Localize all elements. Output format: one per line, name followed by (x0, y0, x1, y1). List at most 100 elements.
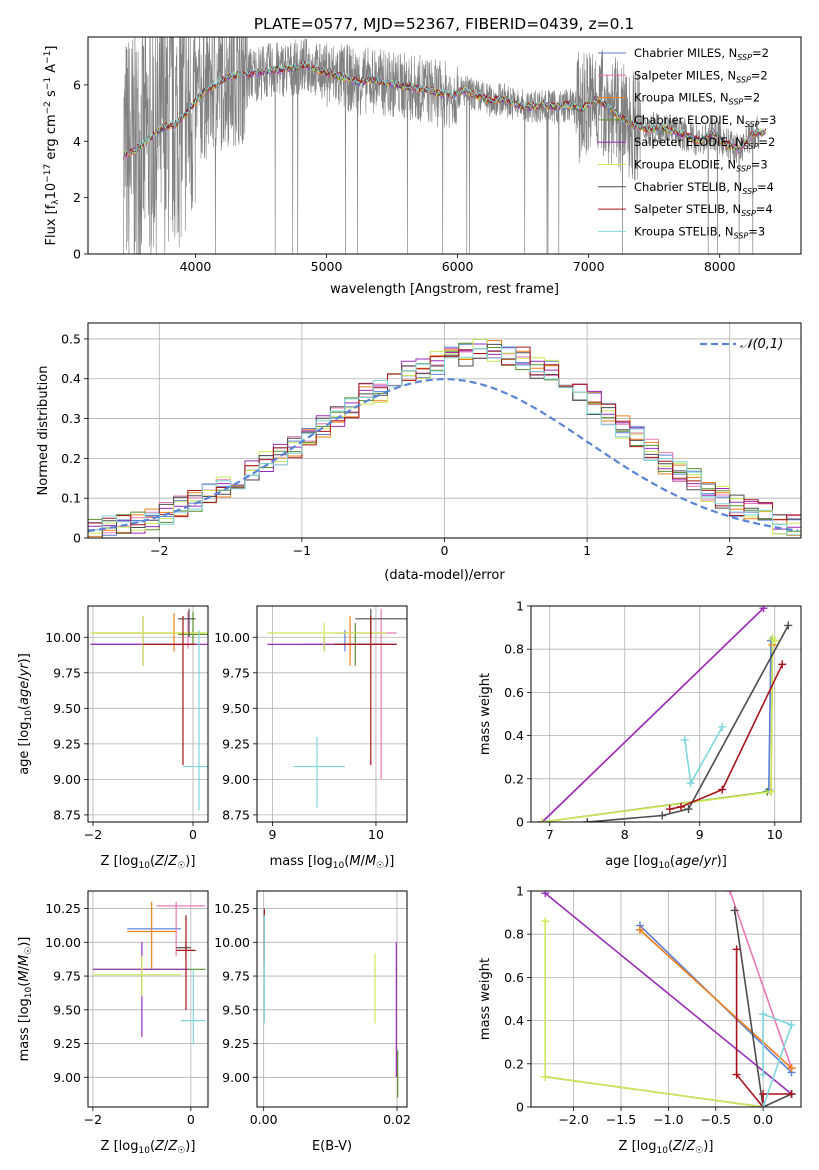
y-tick-label: 8.75 (53, 807, 81, 822)
label-part: ( (150, 854, 155, 869)
histogram-step-6 (88, 343, 801, 538)
y-tick-label: 10.00 (45, 935, 81, 950)
mass-weight-line-4 (541, 607, 765, 822)
label-part: s (44, 90, 59, 101)
y-tick-label: 0.2 (504, 1056, 524, 1071)
x-tick-label: 9 (696, 827, 704, 842)
plot-area (123, 37, 766, 254)
x-tick-label: −2 (84, 827, 102, 842)
axes-frame (87, 890, 209, 1108)
plot-area (90, 608, 208, 811)
axes-frame (256, 890, 408, 1108)
y-tick-label: 0 (73, 247, 81, 262)
legend-text: Salpeter MILES, N (634, 68, 736, 82)
legend-subscript: SSP (736, 165, 751, 174)
mass-weight-marker-6 (658, 811, 667, 820)
legend-entry: Chabrier ELODIE, NSSP=3 (634, 113, 776, 129)
mass-weight-marker-8 (686, 779, 695, 788)
y-tick-label: 9.25 (222, 736, 250, 751)
y-tick-label: 0.8 (504, 642, 524, 657)
y-tick-label: 9.00 (53, 1070, 81, 1085)
mass-weight-line-5 (542, 636, 776, 822)
x-tick-label: 6000 (442, 259, 474, 274)
legend-value: =2 (752, 46, 769, 60)
label-part: M (349, 854, 360, 869)
y-tick-label: 0.6 (504, 685, 524, 700)
label-part: age [log (605, 854, 658, 869)
plot-area (88, 338, 801, 538)
legend-subscript: SSP (742, 187, 757, 196)
label-part: A (44, 64, 59, 77)
y-tick-label: 9.25 (53, 1036, 81, 1051)
label-part: Z (167, 1139, 178, 1154)
x-tick-label: 8 (621, 827, 629, 842)
legend-value: =4 (757, 180, 774, 194)
mass-weight-marker-6 (684, 805, 693, 814)
label-part: 10 (656, 1146, 668, 1156)
mass-weight-line-6 (733, 910, 792, 1107)
label-part: mass [log (270, 854, 333, 869)
y-tick-label: 4 (73, 134, 81, 149)
label-part: Z [log (619, 1139, 657, 1154)
observed-spectrum-line (123, 37, 760, 254)
legend-value: =2 (751, 68, 768, 82)
y-tick-label: 0.4 (504, 728, 524, 743)
mass-weight-marker-5 (541, 1072, 550, 1081)
y-tick-label: 1 (516, 884, 524, 899)
x-tick-label: 1 (583, 543, 591, 558)
legend-entry: Kroupa MILES, NSSP=2 (634, 91, 760, 107)
y-tick-label: 0 (516, 1100, 524, 1115)
x-tick-label: 2 (726, 543, 734, 558)
mass-weight-marker-2 (787, 1064, 796, 1073)
label-part: Z [log (101, 1139, 139, 1154)
label-part: ☉ (177, 861, 185, 871)
x-tick-label: 7 (546, 827, 554, 842)
y-tick-label: 9.75 (53, 665, 81, 680)
x-tick-label: −1 (293, 543, 311, 558)
label-part: 10 (24, 986, 34, 998)
mass-weight-marker-7 (732, 945, 741, 954)
x-axis-label: E(B-V) (312, 1139, 352, 1154)
label-part: 10 (138, 1146, 150, 1156)
label-part: mass [log (17, 998, 32, 1061)
label-part: )] (717, 854, 727, 869)
x-tick-label: 9 (269, 827, 277, 842)
x-tick-label: −1.0 (653, 1112, 683, 1127)
label-part: ( (670, 854, 675, 869)
axes-frame (256, 605, 408, 823)
legend-text: Chabrier MILES, N (634, 46, 737, 60)
x-tick-label: −1.5 (606, 1112, 636, 1127)
legend-subscript: SSP (744, 142, 759, 151)
label-part: )] (384, 854, 394, 869)
y-tick-label: 9.25 (222, 1036, 250, 1051)
axes-frame (530, 605, 802, 823)
y-tick-label: 0.1 (61, 491, 81, 506)
x-tick-label: −2 (150, 543, 168, 558)
y-tick-label: 10.25 (45, 901, 81, 916)
y-axis-label: mass weight (478, 958, 493, 1040)
y-axis-label: mass [log10(M/M☉)] (17, 937, 34, 1062)
y-tick-label: 8.75 (222, 807, 250, 822)
residual-histogram-panel: −2 −1 0 1 2 0 0.1 0.2 0.3 0.4 0.5 𝒩(0,1) (data-model… (36, 322, 802, 583)
mass-weight-marker-1 (725, 891, 734, 895)
x-tick-label: −2 (84, 1112, 102, 1127)
y-axis-label: age [log10(age/yr)] (17, 653, 34, 775)
mass-weight-marker-8 (680, 735, 689, 744)
y-tick-label: 9.75 (222, 969, 250, 984)
legend-text: Kroupa MILES, N (634, 91, 729, 105)
mass-weight-marker-5 (541, 917, 550, 926)
x-tick-label: −2.0 (558, 1112, 588, 1127)
y-tick-label: 9.50 (222, 1002, 250, 1017)
label-part: ( (17, 705, 32, 710)
y-axis-label: Normed distribution (36, 366, 51, 496)
label-part: / (699, 854, 704, 869)
label-part: Z [log (101, 854, 139, 869)
plot-area (541, 891, 796, 1107)
x-axis-label: Z [log10(Z/Z☉)] (101, 1139, 196, 1156)
x-axis-label: age [log10(age/yr)] (605, 854, 727, 871)
x-tick-label: 4000 (180, 259, 212, 274)
axes-frame (87, 36, 802, 255)
label-part: ( (17, 982, 32, 987)
mass-weight-marker-2 (635, 925, 644, 934)
